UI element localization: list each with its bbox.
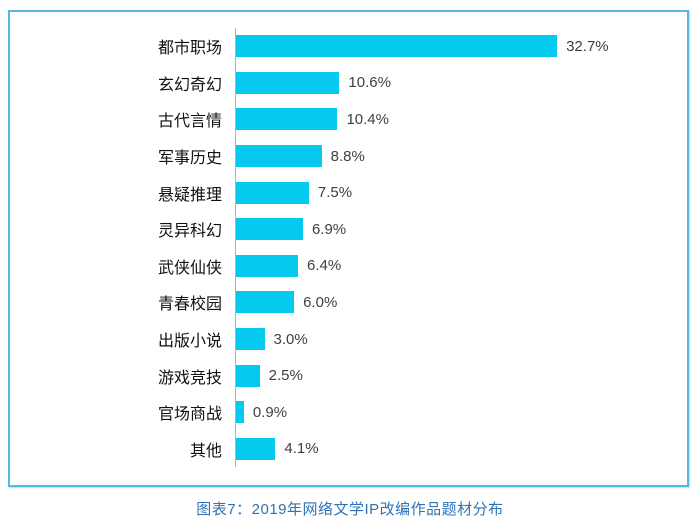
category-label: 悬疑推理 bbox=[157, 184, 222, 204]
bar-row: 官场商战 0.9% bbox=[10, 394, 687, 431]
bar-row: 灵异科幻 6.9% bbox=[10, 211, 687, 248]
bar-row: 悬疑推理 7.5% bbox=[10, 174, 687, 211]
bar bbox=[235, 108, 338, 131]
bar bbox=[235, 71, 340, 94]
category-label: 其他 bbox=[189, 440, 222, 460]
bar-area: 4.1% bbox=[235, 431, 687, 468]
bar-row: 出版小说 3.0% bbox=[10, 321, 687, 358]
bar-area: 6.9% bbox=[235, 211, 687, 248]
value-label: 6.0% bbox=[303, 293, 338, 311]
value-label: 7.5% bbox=[317, 184, 353, 202]
bar-row: 军事历史 8.8% bbox=[10, 138, 687, 175]
chart-frame: 都市职场 32.7% 玄幻奇幻 10.6% 古代言情 10.4% 军事历史 8.… bbox=[8, 10, 689, 487]
bar-area: 7.5% bbox=[235, 174, 687, 211]
value-label: 10.6% bbox=[348, 74, 391, 92]
value-label: 32.7% bbox=[566, 37, 609, 55]
bar bbox=[235, 401, 244, 424]
value-label: 10.4% bbox=[346, 110, 389, 128]
category-label: 青春校园 bbox=[157, 294, 222, 314]
bar bbox=[235, 437, 276, 460]
category-label: 灵异科幻 bbox=[157, 221, 222, 241]
bar-row: 玄幻奇幻 10.6% bbox=[10, 65, 687, 102]
bar bbox=[235, 145, 322, 168]
category-label: 武侠仙侠 bbox=[157, 257, 222, 277]
value-label: 2.5% bbox=[268, 367, 303, 385]
bar-row: 其他 4.1% bbox=[10, 431, 687, 468]
bar bbox=[235, 254, 299, 277]
bar bbox=[235, 364, 260, 387]
bar-row: 古代言情 10.4% bbox=[10, 101, 687, 138]
category-label: 游戏竞技 bbox=[157, 367, 222, 387]
bar-area: 10.4% bbox=[235, 101, 687, 138]
value-label: 6.4% bbox=[307, 257, 342, 275]
category-label: 玄幻奇幻 bbox=[157, 74, 222, 94]
category-label: 古代言情 bbox=[157, 111, 222, 131]
bar-area: 0.9% bbox=[235, 394, 687, 431]
bar-row: 都市职场 32.7% bbox=[10, 28, 687, 65]
bar-area: 6.0% bbox=[235, 284, 687, 321]
bar-area: 6.4% bbox=[235, 248, 687, 285]
value-label: 8.8% bbox=[330, 147, 365, 165]
bar-row: 青春校园 6.0% bbox=[10, 284, 687, 321]
chart-caption: 图表7：2019年网络文学IP改编作品题材分布 bbox=[196, 501, 504, 518]
bar bbox=[235, 35, 558, 58]
value-label: 6.9% bbox=[311, 220, 347, 238]
category-label: 军事历史 bbox=[157, 148, 222, 168]
bar bbox=[235, 291, 295, 314]
y-axis-line bbox=[235, 28, 236, 467]
category-label: 官场商战 bbox=[157, 404, 222, 424]
bar-row: 武侠仙侠 6.4% bbox=[10, 248, 687, 285]
bar-area: 8.8% bbox=[235, 138, 687, 175]
bar-rows: 都市职场 32.7% 玄幻奇幻 10.6% 古代言情 10.4% 军事历史 8.… bbox=[10, 28, 687, 467]
bar bbox=[235, 181, 309, 204]
bar bbox=[235, 218, 303, 241]
bar-area: 2.5% bbox=[235, 357, 687, 394]
bar-area: 10.6% bbox=[235, 65, 687, 102]
category-label: 都市职场 bbox=[157, 38, 222, 58]
bar-area: 32.7% bbox=[235, 28, 687, 65]
value-label: 3.0% bbox=[273, 330, 308, 348]
bar bbox=[235, 328, 265, 351]
value-label: 0.9% bbox=[252, 403, 288, 421]
bar-row: 游戏竞技 2.5% bbox=[10, 357, 687, 394]
bar-area: 3.0% bbox=[235, 321, 687, 358]
category-label: 出版小说 bbox=[157, 331, 222, 351]
value-label: 4.1% bbox=[284, 440, 319, 458]
